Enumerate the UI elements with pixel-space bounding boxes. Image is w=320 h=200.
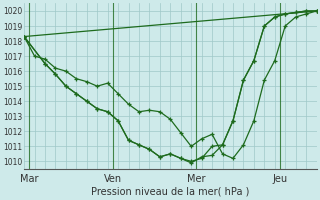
- X-axis label: Pression niveau de la mer( hPa ): Pression niveau de la mer( hPa ): [91, 187, 250, 197]
